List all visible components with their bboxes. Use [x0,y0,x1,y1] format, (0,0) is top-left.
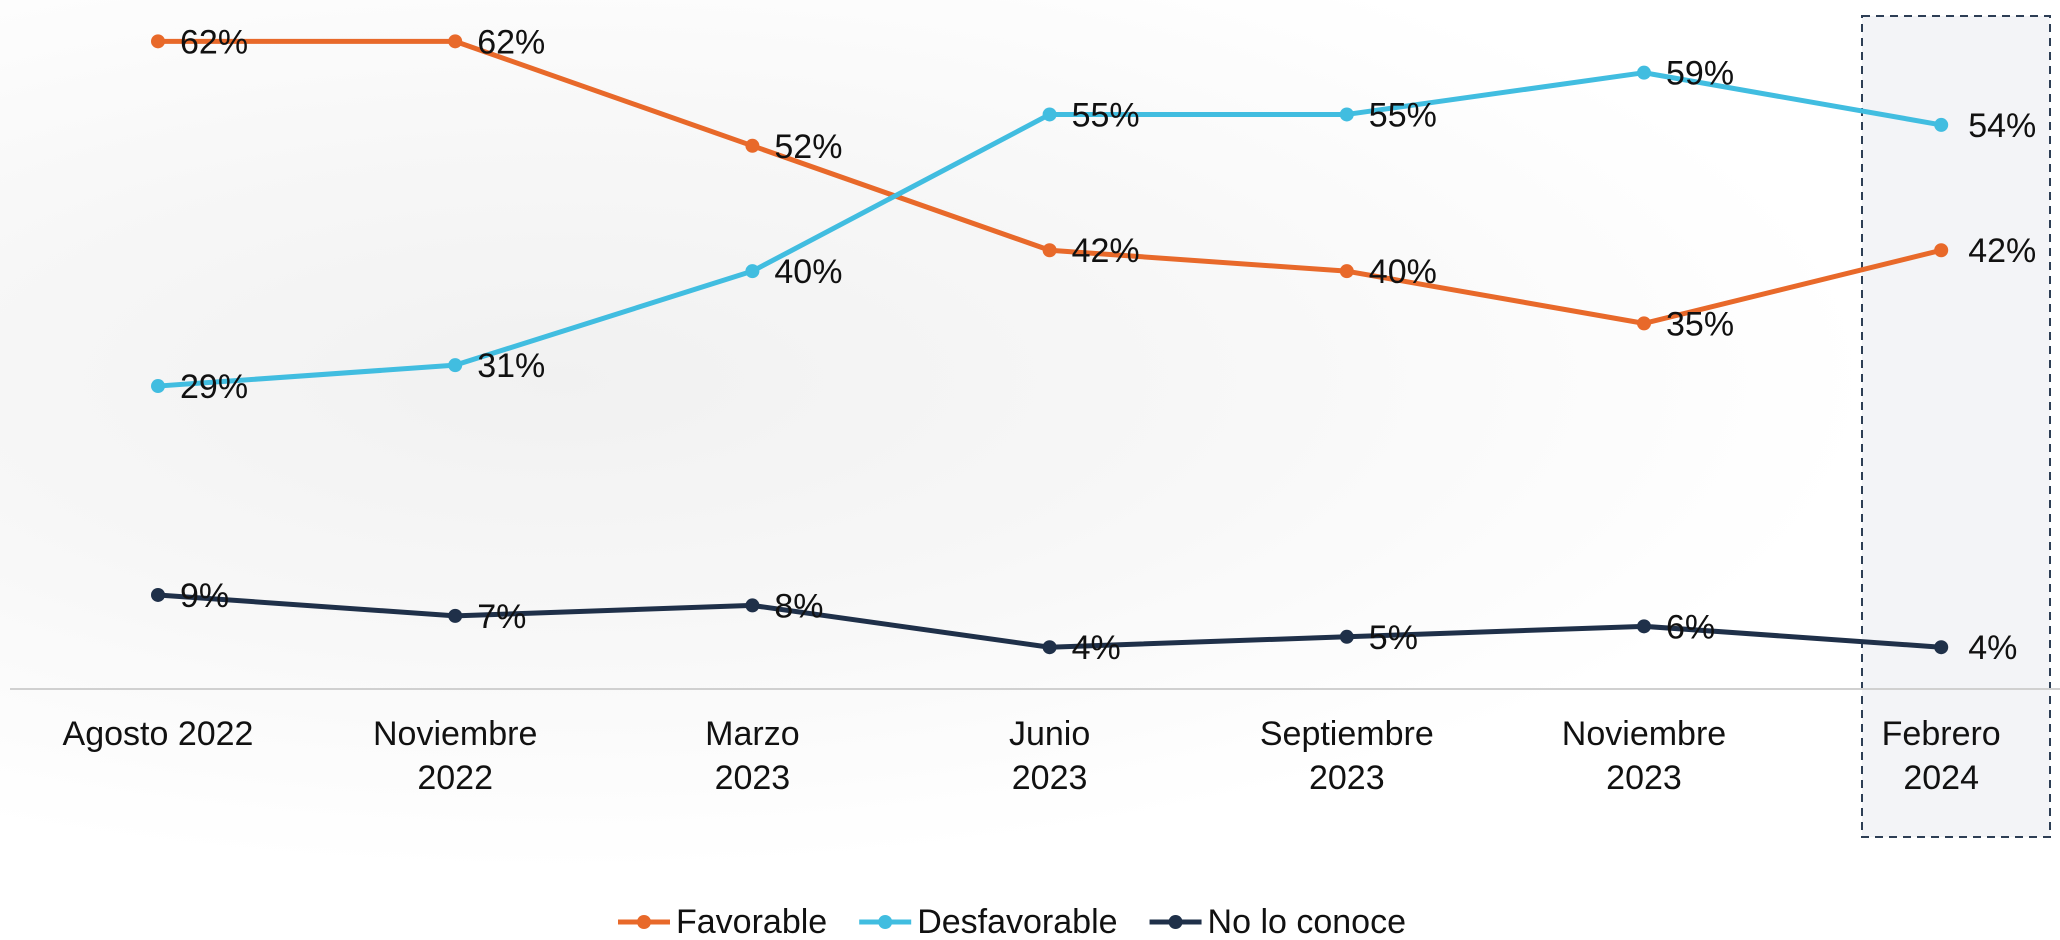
data-label: 8% [774,587,823,625]
legend-marker [637,915,651,929]
x-tick-label: Febrero 2024 [1801,712,2060,800]
legend-marker [878,915,892,929]
data-label: 4% [1072,629,1121,667]
x-tick-label: Marzo 2023 [612,712,892,800]
data-point [1043,640,1057,654]
data-point [1340,264,1354,278]
data-point [1043,107,1057,121]
data-point [151,34,165,48]
data-label: 31% [477,347,545,385]
x-tick-label: Noviembre 2022 [315,712,595,800]
data-label: 35% [1666,305,1734,343]
data-label: 7% [477,598,526,636]
x-tick-label: Noviembre 2023 [1504,712,1784,800]
x-tick-label: Agosto 2022 [18,712,298,756]
data-point [1934,243,1948,257]
data-point [1637,619,1651,633]
data-label: 4% [1968,629,2017,667]
data-point [745,598,759,612]
chart-page: 62% 62% 52% 42% 40% 35% 42% 29% 31% 40% 55% 55% 59% 5… [0,0,2060,940]
data-point [151,379,165,393]
data-point [745,139,759,153]
data-label: 55% [1369,96,1437,134]
data-label: 6% [1666,608,1715,646]
legend-label: Desfavorable [917,903,1117,940]
data-label: 40% [1369,253,1437,291]
data-label: 42% [1968,232,2036,270]
data-label: 9% [180,577,229,615]
data-point [1043,243,1057,257]
data-label: 42% [1072,232,1140,270]
data-point [1934,640,1948,654]
data-label: 55% [1072,96,1140,134]
data-label: 40% [774,253,842,291]
x-tick-label: Junio 2023 [910,712,1190,800]
data-label: 54% [1968,107,2036,145]
data-point [1637,66,1651,80]
data-point [1340,630,1354,644]
data-point [151,588,165,602]
data-point [1934,118,1948,132]
data-label: 62% [477,23,545,61]
data-point [1637,316,1651,330]
data-point [448,609,462,623]
data-label: 29% [180,368,248,406]
legend-label: Favorable [676,903,827,940]
data-label: 59% [1666,55,1734,93]
data-label: 5% [1369,619,1418,657]
data-point [745,264,759,278]
data-point [448,34,462,48]
data-point [1340,107,1354,121]
x-tick-label: Septiembre 2023 [1207,712,1487,800]
data-label: 62% [180,23,248,61]
data-point [448,358,462,372]
legend-label: No lo conoce [1208,903,1406,940]
data-label: 52% [774,128,842,166]
legend-marker [1169,915,1183,929]
